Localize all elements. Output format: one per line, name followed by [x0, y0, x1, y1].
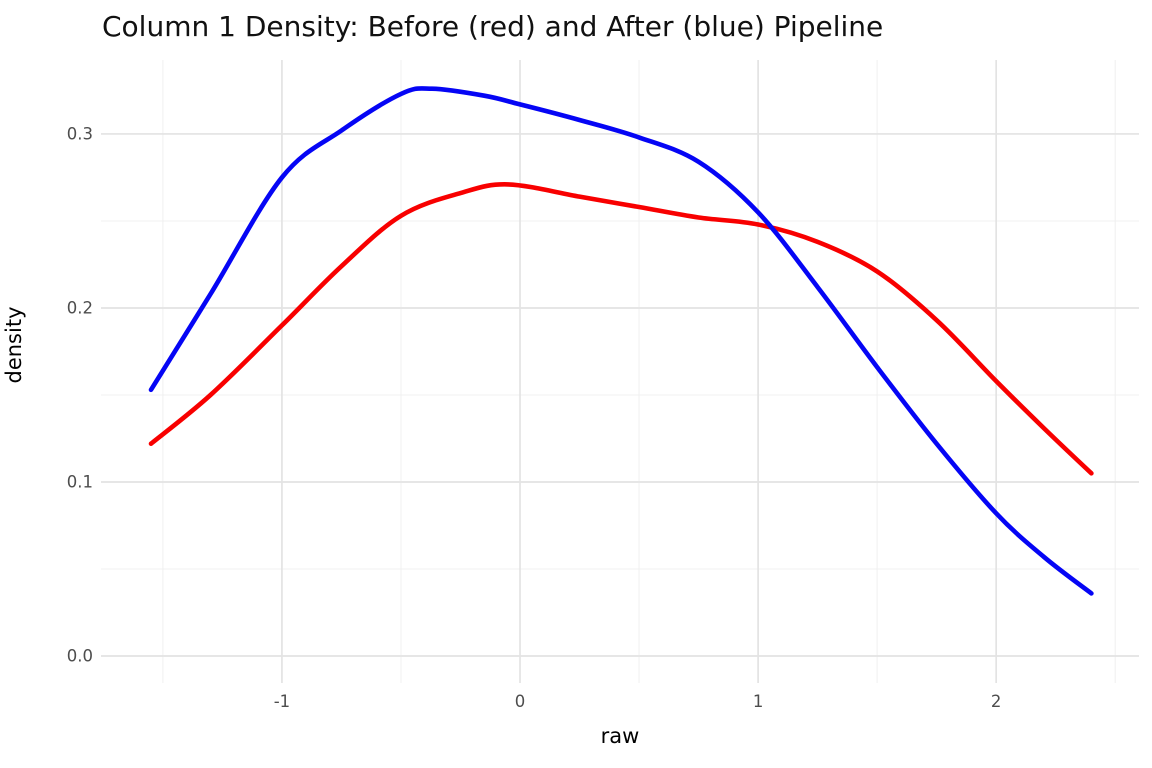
density-curves — [148, 86, 1094, 596]
y-tick-label-0.3: 0.3 — [66, 124, 93, 144]
y-tick-label-0.1: 0.1 — [66, 472, 93, 492]
major-gridlines — [101, 60, 1139, 683]
x-tick-label-0: 0 — [514, 692, 526, 711]
minor-gridlines — [101, 60, 1139, 683]
y-tick-label-0.2: 0.2 — [66, 298, 93, 318]
y-axis-title: density — [2, 306, 26, 384]
y-tick-label-0.0: 0.0 — [66, 646, 93, 666]
before-density-curve — [148, 182, 1094, 476]
x-tick-label-2: 2 — [990, 692, 1002, 711]
after-density-curve — [148, 86, 1094, 596]
x-tick-label--1: -1 — [273, 692, 291, 711]
x-axis-title: raw — [600, 724, 640, 748]
chart-title: Column 1 Density: Before (red) and After… — [102, 10, 884, 43]
x-tick-label-1: 1 — [752, 692, 764, 711]
